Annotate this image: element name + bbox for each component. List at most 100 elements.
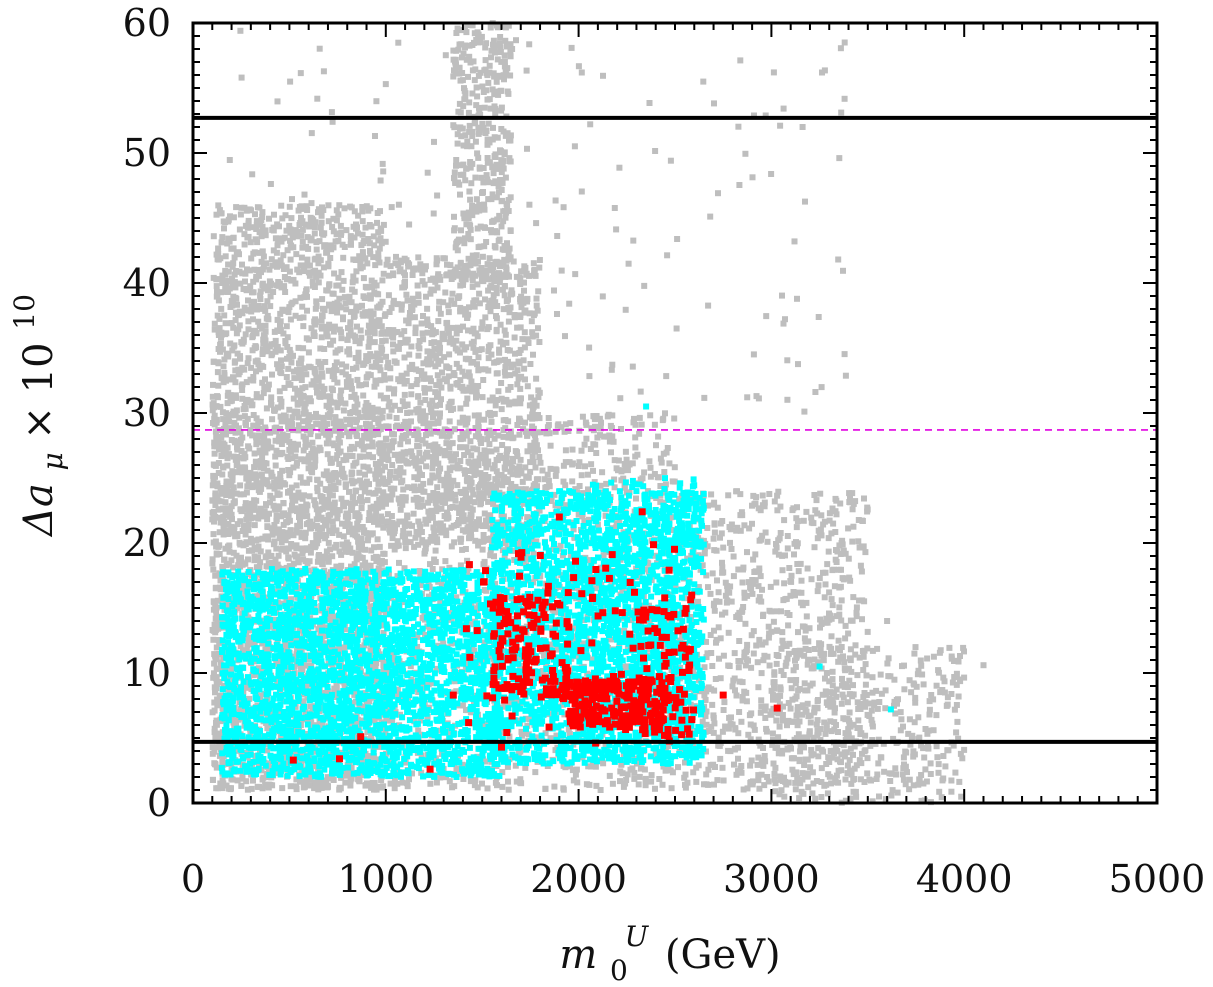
- data-point: [326, 527, 333, 534]
- data-point: [222, 320, 229, 327]
- data-point: [302, 530, 308, 537]
- data-point: [668, 514, 675, 521]
- data-point: [228, 557, 235, 564]
- data-point: [383, 435, 390, 442]
- data-point: [379, 503, 386, 510]
- data-point: [280, 500, 287, 506]
- data-point: [290, 395, 297, 402]
- data-point: [276, 438, 283, 445]
- data-point: [397, 506, 404, 513]
- data-point: [351, 391, 358, 398]
- data-point: [253, 415, 260, 422]
- data-point: [211, 729, 218, 736]
- data-point: [406, 776, 412, 783]
- data-point: [468, 621, 475, 628]
- data-point: [280, 266, 287, 272]
- data-point: [305, 421, 312, 428]
- data-point: [661, 469, 668, 475]
- data-point: [223, 478, 230, 485]
- data-point: [416, 568, 423, 574]
- data-point: [297, 262, 304, 269]
- data-point: [662, 410, 668, 417]
- data-point: [320, 471, 327, 478]
- data-point: [349, 500, 356, 507]
- data-point: [432, 441, 439, 448]
- data-point: [356, 469, 363, 476]
- data-point: [321, 346, 328, 352]
- data-point: [287, 507, 294, 514]
- data-point: [278, 202, 285, 209]
- data-point: [336, 202, 343, 209]
- data-point: [213, 211, 220, 218]
- data-point: [541, 652, 547, 659]
- data-point: [228, 397, 235, 404]
- data-point: [272, 437, 279, 444]
- data-point: [366, 222, 373, 228]
- data-point: [259, 776, 266, 783]
- data-point: [321, 497, 328, 504]
- data-point: [221, 312, 228, 319]
- data-point: [353, 487, 360, 494]
- data-point: [335, 282, 342, 289]
- data-point: [302, 535, 309, 542]
- data-point: [617, 768, 624, 775]
- data-point: [301, 458, 308, 465]
- data-point: [332, 423, 339, 430]
- data-point: [351, 691, 358, 698]
- data-point: [222, 499, 229, 506]
- data-point: [367, 247, 373, 254]
- data-point: [235, 371, 242, 378]
- data-point: [278, 546, 285, 553]
- data-point: [234, 777, 241, 784]
- data-point: [393, 415, 400, 421]
- data-point: [294, 594, 301, 601]
- data-point: [245, 355, 252, 362]
- data-point: [359, 218, 366, 225]
- data-point: [306, 363, 313, 370]
- data-point: [251, 503, 258, 510]
- data-point: [300, 433, 307, 440]
- data-point: [361, 407, 368, 414]
- data-point: [402, 494, 409, 501]
- data-point: [259, 455, 266, 461]
- data-point: [243, 778, 250, 785]
- data-point: [321, 503, 328, 510]
- data-point: [215, 346, 222, 352]
- data-point: [300, 447, 307, 454]
- data-point: [366, 421, 373, 428]
- data-point: [265, 637, 272, 643]
- data-point: [569, 446, 576, 453]
- data-point: [342, 772, 349, 779]
- data-point: [663, 449, 670, 456]
- data-point: [333, 563, 340, 570]
- data-point: [265, 316, 272, 323]
- data-point: [239, 387, 246, 393]
- data-point: [631, 415, 637, 422]
- data-point: [279, 215, 286, 222]
- data-point: [304, 234, 311, 241]
- data-point: [259, 379, 266, 386]
- data-point: [297, 662, 304, 669]
- data-point: [391, 775, 398, 782]
- data-point: [342, 548, 349, 555]
- data-point: [223, 376, 230, 383]
- data-point: [327, 255, 334, 261]
- data-point: [312, 305, 319, 312]
- data-point: [230, 293, 237, 300]
- data-point: [345, 748, 352, 755]
- data-point: [459, 415, 466, 422]
- data-point: [279, 785, 286, 792]
- data-point: [483, 517, 489, 524]
- data-point: [231, 342, 238, 349]
- data-point: [297, 518, 303, 525]
- data-point: [314, 484, 321, 491]
- data-point: [372, 659, 379, 665]
- data-point: [342, 779, 349, 786]
- data-point: [333, 359, 340, 366]
- data-point: [379, 346, 386, 353]
- data-point: [211, 462, 218, 469]
- data-point: [298, 371, 304, 378]
- data-point: [252, 236, 259, 243]
- data-point: [374, 487, 381, 494]
- data-point: [296, 269, 303, 276]
